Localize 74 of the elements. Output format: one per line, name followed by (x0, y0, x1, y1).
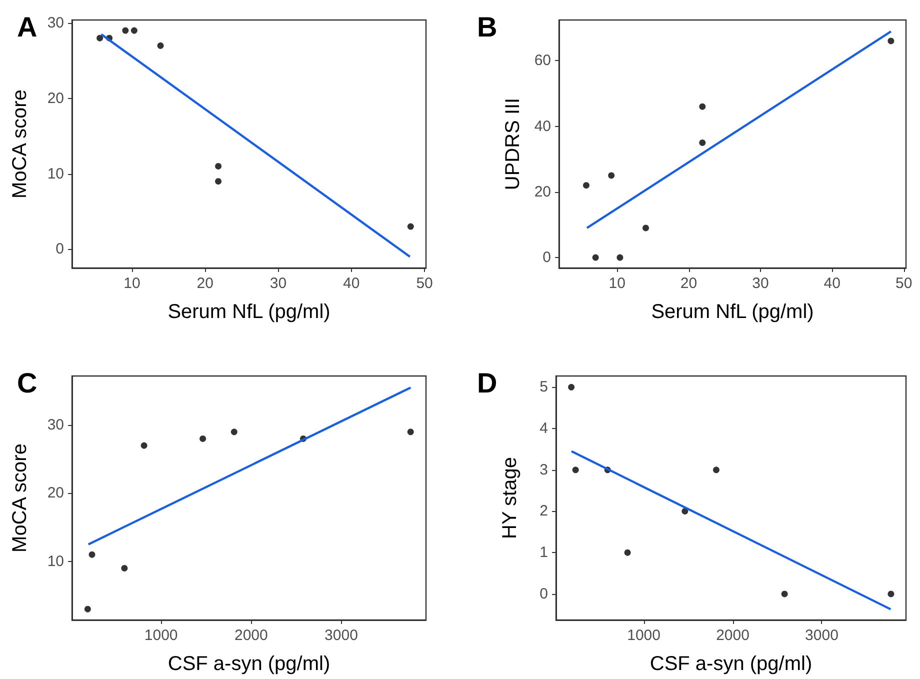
x-tick-label: 50 (896, 275, 912, 292)
point (682, 508, 688, 514)
y-tick-label: 5 (540, 378, 548, 396)
x-axis-title: CSF a-syn (pg/ml) (168, 653, 330, 675)
point (583, 182, 590, 189)
y-tick-label: 30 (47, 14, 64, 32)
x-tick-label: 20 (196, 275, 214, 292)
y-tick-label: 20 (47, 484, 64, 502)
point (781, 590, 788, 598)
point (122, 27, 129, 34)
x-tick-label: 2000 (716, 627, 750, 644)
point (130, 27, 138, 34)
y-tick-label: 60 (534, 52, 551, 70)
point (642, 224, 649, 232)
x-tick-label: 50 (416, 275, 433, 292)
y-tick-label: 30 (47, 416, 64, 434)
x-axis-title: CSF a-syn (pg/ml) (650, 653, 812, 675)
point (96, 34, 104, 42)
x-tick-label: 1000 (144, 627, 178, 644)
point (88, 551, 96, 558)
point (84, 606, 91, 612)
x-tick-label: 2000 (234, 627, 268, 644)
chart-title: D (477, 368, 498, 398)
y-tick-label: 3 (540, 461, 548, 478)
point (407, 428, 414, 436)
y-tick-label: 0 (540, 585, 548, 602)
point (140, 442, 148, 449)
point (407, 223, 414, 230)
x-tick-label: 3000 (324, 627, 358, 644)
x-axis-title: Serum NfL (pg/ml) (168, 301, 330, 323)
point (157, 42, 164, 49)
point (592, 254, 599, 261)
y-tick-label: 20 (534, 183, 551, 200)
point (568, 384, 575, 390)
chart-title: B (477, 12, 498, 42)
x-tick-label: 30 (752, 275, 769, 292)
x-axis-title: Serum NfL (pg/ml) (651, 301, 814, 323)
point (121, 564, 128, 572)
x-tick-label: 20 (680, 275, 698, 292)
y-tick-label: 2 (540, 502, 548, 520)
point (230, 428, 238, 436)
point (888, 38, 894, 44)
y-axis-title: HY stage (499, 457, 521, 539)
x-tick-label: 3000 (805, 627, 838, 644)
point (215, 178, 222, 185)
y-tick-label: 0 (56, 240, 64, 258)
y-tick-label: 4 (540, 420, 548, 438)
point (624, 549, 631, 556)
x-tick-label: 30 (270, 275, 287, 292)
y-tick-label: 20 (47, 90, 64, 107)
point (616, 254, 624, 261)
x-tick-label: 40 (343, 275, 360, 292)
y-axis-title: MoCA score (9, 90, 31, 198)
y-tick-label: 0 (542, 249, 551, 266)
x-tick-label: 1000 (627, 627, 660, 644)
x-tick-label: 10 (608, 275, 626, 292)
point (200, 435, 206, 442)
point (572, 466, 579, 474)
y-axis-title: UPDRS III (502, 98, 524, 190)
chart-title: C (17, 368, 38, 398)
point (888, 590, 894, 598)
y-tick-label: 10 (47, 552, 64, 570)
point (699, 103, 706, 110)
chart-title: A (17, 12, 38, 42)
point (215, 162, 222, 170)
point (608, 172, 615, 179)
y-tick-label: 40 (534, 118, 551, 135)
y-tick-label: 10 (47, 165, 64, 182)
point (712, 466, 720, 474)
x-tick-label: 40 (824, 275, 840, 292)
x-tick-label: 10 (124, 275, 140, 292)
y-tick-label: 1 (540, 544, 548, 562)
point (699, 139, 706, 146)
y-axis-title: MoCA score (9, 444, 31, 552)
